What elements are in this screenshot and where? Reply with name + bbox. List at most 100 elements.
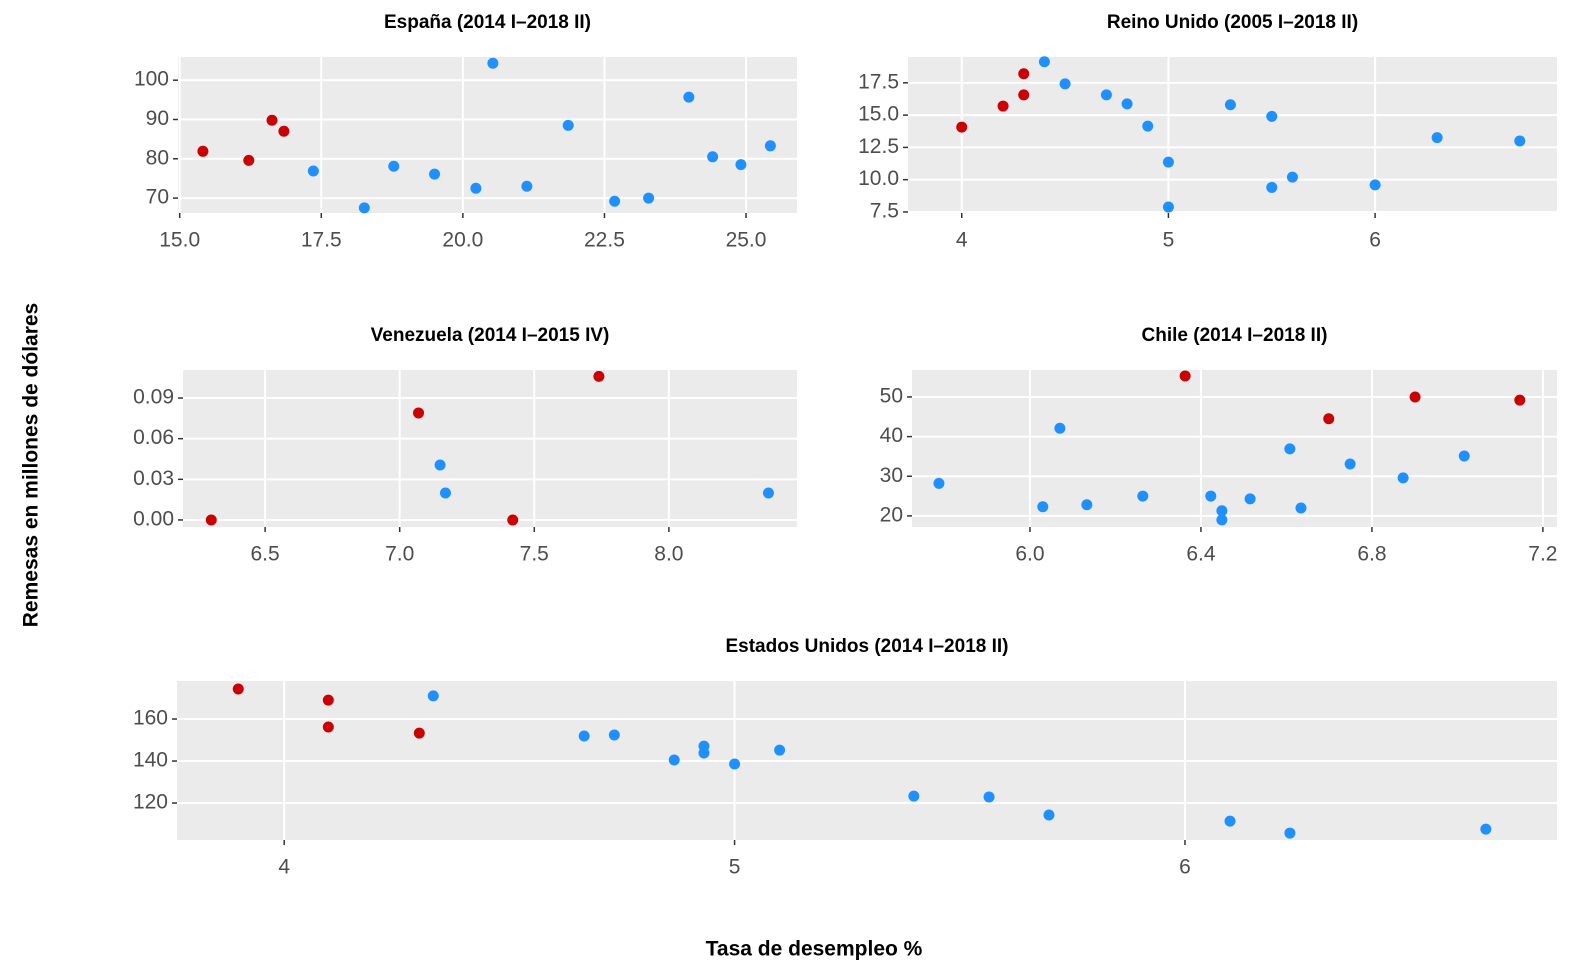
point (322, 721, 334, 733)
x-tick-label: 6.4 (1186, 543, 1216, 566)
y-tick-label: 0.09 (133, 386, 174, 409)
point (266, 114, 278, 126)
y-tick-label: 120 (133, 791, 168, 814)
point (1142, 120, 1154, 132)
point (608, 729, 620, 741)
y-tick-label: 17.5 (858, 70, 899, 93)
point (413, 727, 425, 739)
point (668, 754, 680, 766)
point (1037, 501, 1049, 513)
y-tick-label: 90 (146, 107, 169, 130)
point (1369, 179, 1381, 191)
y-tick-label: 100 (134, 68, 169, 91)
y-tick-label: 0.06 (133, 426, 174, 449)
point (578, 730, 590, 742)
panel-title: Venezuela (2014 I–2015 IV) (371, 325, 610, 346)
x-tick-label: 8.0 (654, 543, 683, 566)
point (1284, 827, 1296, 839)
point (1344, 458, 1356, 470)
point (388, 160, 400, 172)
point (1081, 499, 1093, 511)
y-tick-label: 12.5 (858, 135, 899, 158)
y-tick-label: 7.5 (870, 200, 899, 223)
point (507, 514, 519, 526)
y-tick-label: 10.0 (858, 167, 899, 190)
point (1216, 505, 1228, 517)
panel-title: Estados Unidos (2014 I–2018 II) (725, 636, 1008, 657)
point (933, 477, 945, 489)
x-tick-label: 25.0 (726, 229, 767, 252)
x-tick-label: 4 (956, 229, 968, 252)
x-tick-label: 5 (1163, 229, 1175, 252)
plot-background (183, 370, 797, 527)
point (413, 407, 425, 419)
point (1018, 89, 1030, 101)
point (1162, 201, 1174, 213)
point (470, 182, 482, 194)
point (1244, 493, 1256, 505)
point (243, 154, 255, 166)
point (683, 91, 695, 103)
x-tick-label: 7.5 (520, 543, 549, 566)
point (307, 165, 319, 177)
y-tick-label: 70 (146, 186, 169, 209)
x-tick-label: 20.0 (442, 229, 483, 252)
point (609, 195, 621, 207)
point (521, 180, 533, 192)
point (908, 790, 920, 802)
y-tick-label: 0.00 (133, 508, 174, 531)
point (232, 683, 244, 695)
point (729, 758, 741, 770)
point (439, 487, 451, 499)
point (1162, 156, 1174, 168)
x-tick-label: 6.5 (250, 543, 279, 566)
x-axis-title: Tasa de desempleo % (706, 938, 923, 961)
point (698, 747, 710, 759)
y-tick-label: 0.03 (133, 467, 174, 490)
point (1480, 823, 1492, 835)
x-tick-label: 15.0 (159, 229, 200, 252)
x-tick-label: 6.0 (1015, 543, 1044, 566)
x-tick-label: 4 (278, 856, 290, 879)
point (434, 459, 446, 471)
point (1458, 450, 1470, 462)
panel-title: España (2014 I–2018 II) (384, 12, 591, 33)
y-tick-label: 40 (880, 424, 903, 447)
point (487, 57, 499, 69)
point (1284, 443, 1296, 455)
point (997, 100, 1009, 112)
y-tick-label: 20 (880, 503, 903, 526)
y-tick-label: 30 (880, 464, 903, 487)
point (562, 119, 574, 131)
point (956, 121, 968, 133)
y-tick-label: 50 (880, 385, 903, 408)
x-tick-label: 7.0 (385, 543, 414, 566)
point (322, 694, 334, 706)
point (278, 125, 290, 137)
point (429, 168, 441, 180)
x-tick-label: 7.2 (1528, 543, 1557, 566)
x-tick-label: 6 (1179, 856, 1191, 879)
point (643, 192, 655, 204)
point (1216, 514, 1228, 526)
panel-title: Reino Unido (2005 I–2018 II) (1107, 12, 1358, 33)
point (1323, 413, 1335, 425)
point (1205, 490, 1217, 502)
point (764, 140, 776, 152)
y-tick-label: 160 (133, 707, 168, 730)
point (1043, 809, 1055, 821)
point (1266, 181, 1278, 193)
plot-background (912, 370, 1557, 527)
point (427, 690, 439, 702)
x-tick-label: 6.8 (1357, 543, 1386, 566)
point (1295, 502, 1307, 514)
point (707, 151, 719, 163)
point (1514, 394, 1526, 406)
y-tick-label: 15.0 (858, 103, 899, 126)
y-axis-title: Remesas en millones de dólares (20, 303, 43, 627)
y-tick-label: 80 (146, 146, 169, 169)
point (1100, 89, 1112, 101)
point (1038, 56, 1050, 68)
x-tick-label: 6 (1369, 229, 1381, 252)
